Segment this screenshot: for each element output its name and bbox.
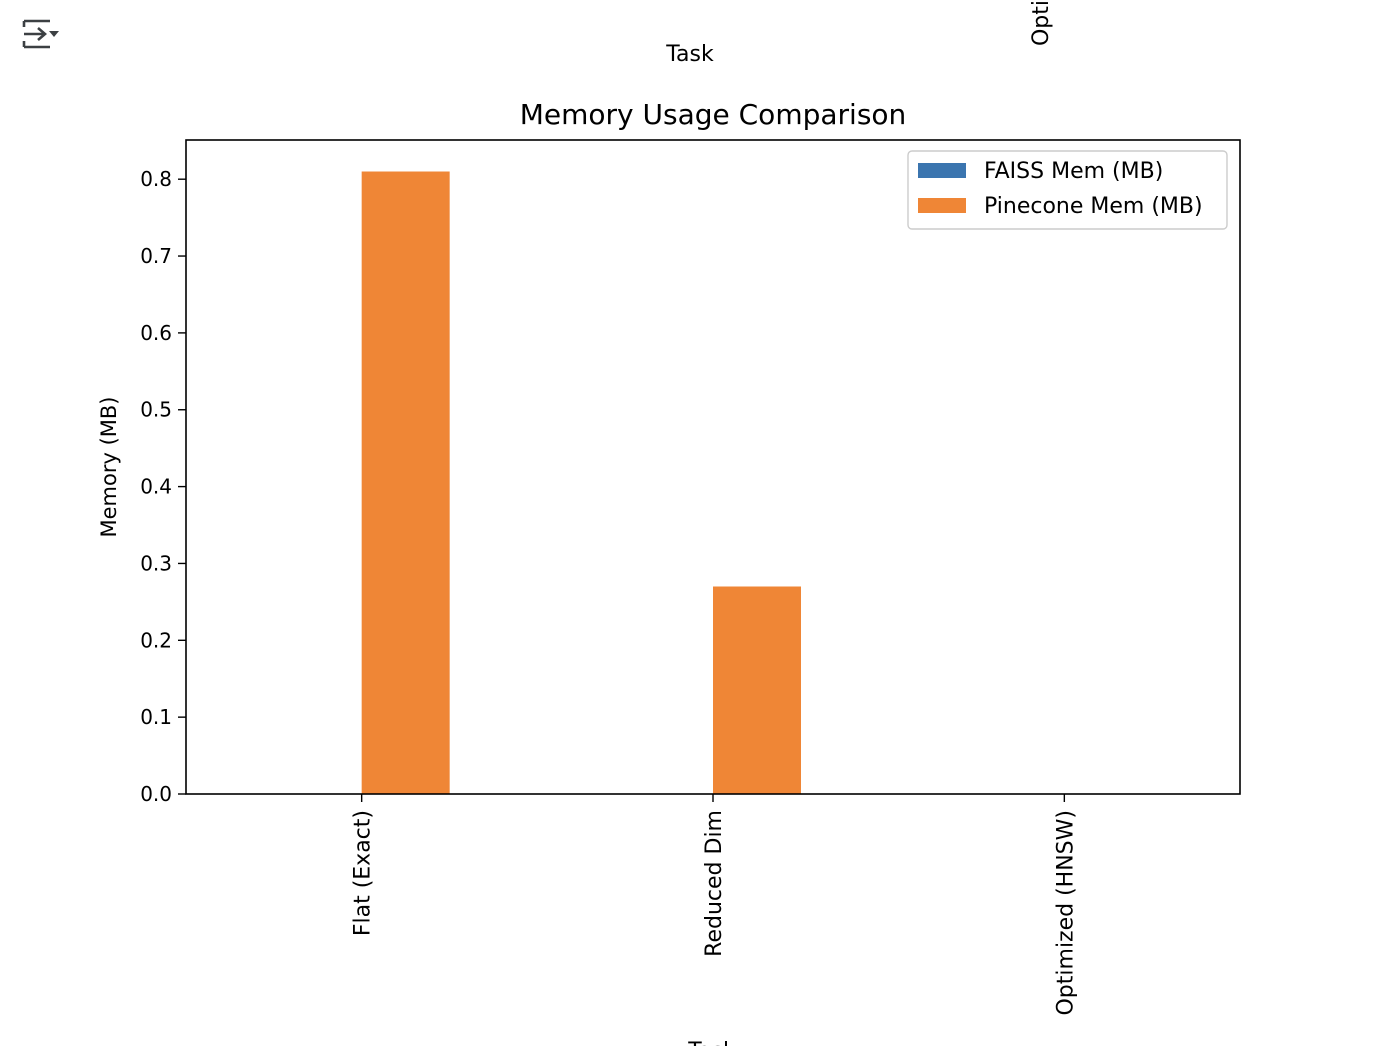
- output-collapse-icon: [22, 19, 59, 49]
- y-tick-label-8: 0.8: [140, 167, 172, 191]
- x-tick-label-0: Flat (Exact): [351, 810, 376, 936]
- y-tick-label-5: 0.5: [140, 398, 172, 422]
- legend-swatch-1: [918, 198, 966, 213]
- previous-chart-tick-fragment: Opti: [1029, 0, 1054, 46]
- chart-title: Memory Usage Comparison: [520, 98, 907, 131]
- y-tick-label-6: 0.6: [140, 321, 172, 345]
- previous-chart-xlabel: Task: [665, 42, 714, 67]
- y-tick-label-2: 0.2: [140, 628, 172, 652]
- bar-pinecone-1: [713, 586, 801, 794]
- legend-box: [907, 150, 1228, 230]
- output-toggle-button[interactable]: [20, 18, 62, 54]
- legend-label-1: Pinecone Mem (MB): [984, 194, 1203, 219]
- y-tick-label-0: 0.0: [140, 782, 172, 806]
- x-axis-label: Task: [687, 1039, 736, 1046]
- x-tick-label-2: Optimized (HNSW): [1053, 810, 1078, 1016]
- x-tick-label-1: Reduced Dim: [702, 810, 727, 957]
- y-axis-label: Memory (MB): [97, 397, 121, 538]
- y-tick-label-4: 0.4: [140, 475, 172, 499]
- legend-label-0: FAISS Mem (MB): [984, 159, 1163, 184]
- y-tick-label-1: 0.1: [140, 705, 172, 729]
- y-tick-label-7: 0.7: [140, 244, 172, 268]
- bar-pinecone-0: [361, 171, 450, 795]
- legend-swatch-0: [918, 163, 966, 178]
- y-tick-label-3: 0.3: [140, 551, 172, 575]
